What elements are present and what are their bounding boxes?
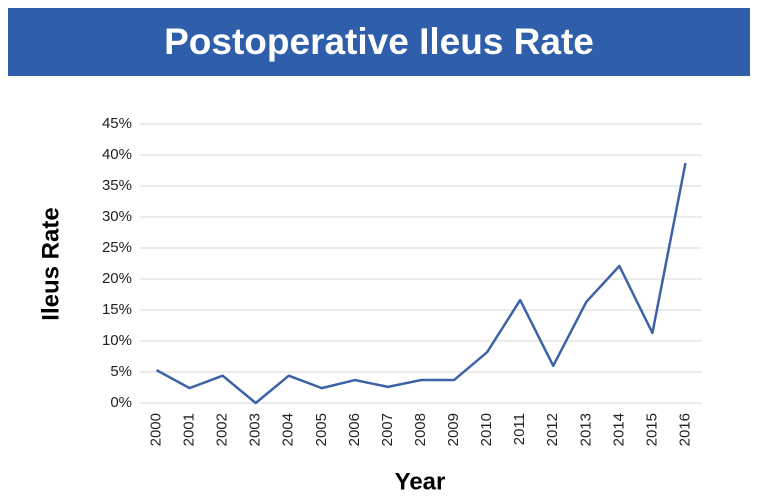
x-tick-label: 2005 (313, 413, 330, 446)
x-tick-label: 2011 (511, 413, 528, 445)
x-tick-label: 2012 (544, 413, 561, 446)
title-banner (8, 8, 750, 76)
x-tick-label: 2007 (379, 413, 396, 446)
y-tick-label: 35% (102, 177, 132, 194)
x-tick-label: 2008 (412, 413, 429, 446)
x-tick-label: 2006 (346, 413, 363, 446)
x-tick-label: 2004 (280, 413, 297, 446)
y-tick-label: 25% (102, 239, 132, 256)
x-tick-label: 2015 (643, 413, 660, 446)
data-line (155, 162, 687, 405)
chart-title: Postoperative Ileus Rate (164, 21, 594, 62)
y-tick-label: 30% (102, 208, 132, 225)
x-tick-label: 2014 (610, 413, 627, 446)
x-tick-label: 2003 (247, 413, 264, 446)
x-tick-label: 2009 (445, 413, 462, 446)
y-tick-label: 5% (110, 363, 132, 380)
x-tick-label: 2010 (478, 413, 495, 446)
x-tick-label: 2001 (181, 413, 198, 446)
x-tick-label: 2013 (577, 413, 594, 446)
y-tick-label: 0% (110, 394, 132, 411)
y-tick-label: 40% (102, 146, 132, 163)
x-tick-label: 2002 (214, 413, 231, 446)
y-tick-label: 45% (102, 115, 132, 132)
y-tick-label: 20% (102, 270, 132, 287)
x-tick-label: 2000 (147, 413, 164, 446)
y-tick-label: 15% (102, 301, 132, 318)
y-tick-label: 10% (102, 332, 132, 349)
y-axis-label: Ileus Rate (37, 207, 64, 320)
x-axis-label: Year (395, 468, 446, 495)
x-tick-label: 2016 (676, 413, 693, 446)
